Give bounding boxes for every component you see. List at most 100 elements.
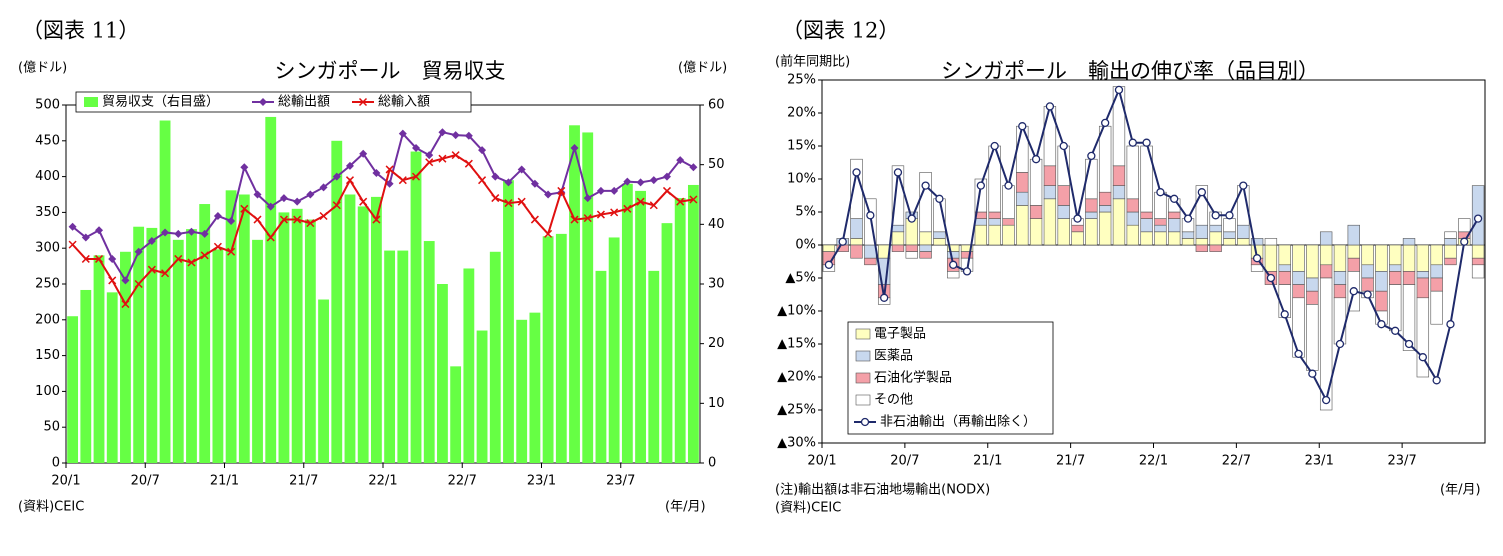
- bar: [146, 227, 158, 463]
- bar-segment: [1016, 125, 1029, 173]
- bar: [120, 251, 131, 463]
- line-marker: [279, 194, 288, 203]
- bar-segment: [1389, 271, 1402, 285]
- bar: [635, 190, 646, 464]
- y2-tick-label: 20: [708, 336, 725, 351]
- bar: [318, 299, 329, 463]
- line-marker: [95, 226, 104, 235]
- bar-segment: [919, 251, 932, 259]
- bar-segment: [1098, 125, 1112, 193]
- line-marker: [610, 208, 619, 217]
- x-tick-label: 20/1: [807, 454, 836, 469]
- bar-segment: [1126, 198, 1139, 213]
- line-marker: [880, 293, 889, 302]
- bar-segment: [1319, 277, 1333, 411]
- line-marker: [517, 197, 526, 206]
- bar-segment: [1361, 244, 1374, 266]
- x-tick-label: 21/7: [1056, 454, 1085, 469]
- line-marker: [200, 251, 209, 260]
- line-marker: [1446, 320, 1455, 329]
- source: (資料)CEIC: [18, 500, 84, 515]
- y-tick-label: 0: [52, 456, 60, 471]
- bar-segment: [1375, 290, 1388, 312]
- bar-segment: [1264, 238, 1278, 246]
- line-marker: [306, 219, 315, 228]
- line-marker: [319, 211, 328, 221]
- bar-segment: [1098, 205, 1112, 213]
- bar-segment: [1471, 264, 1485, 279]
- bar-segment: [974, 218, 988, 226]
- line-marker: [1377, 320, 1386, 329]
- bar-segment: [1402, 284, 1416, 351]
- bar-segment: [1347, 224, 1360, 246]
- line-marker: [636, 197, 645, 206]
- x-tick-label: 23/1: [1305, 454, 1334, 469]
- bar-segment: [1319, 231, 1333, 246]
- bar: [344, 194, 356, 463]
- line-marker: [293, 215, 302, 224]
- bar-segment: [1057, 205, 1070, 219]
- bar-segment: [1140, 218, 1153, 233]
- line-marker: [962, 267, 972, 276]
- bar-segment: [1347, 244, 1360, 259]
- line-marker: [451, 151, 460, 160]
- line-marker: [451, 131, 460, 140]
- bar-segment: [864, 244, 877, 259]
- line-marker: [253, 215, 262, 224]
- bar-segment: [960, 251, 974, 259]
- bar-segment: [919, 172, 932, 233]
- bar-segment: [1002, 224, 1015, 246]
- bar-segment: [1085, 218, 1098, 246]
- bar: [595, 270, 607, 463]
- line-marker: [68, 240, 77, 249]
- bar-segment: [1306, 244, 1319, 279]
- line-marker: [372, 215, 381, 224]
- bar: [489, 251, 501, 463]
- y-tick-label: ▲15%: [777, 337, 816, 352]
- line-marker: [359, 197, 368, 206]
- y-tick-label: 350: [35, 205, 60, 220]
- source: (資料)CEIC: [775, 501, 841, 516]
- y2-tick-label: 0: [708, 456, 716, 471]
- bar-segment: [1195, 238, 1209, 246]
- line-marker: [1335, 339, 1345, 349]
- x-tick-label: 20/1: [51, 474, 80, 489]
- bar: [304, 219, 316, 463]
- bar: [199, 204, 211, 463]
- line-marker: [530, 215, 539, 224]
- y-tick-label: 15%: [787, 139, 816, 154]
- line-marker: [866, 211, 875, 220]
- bar: [291, 208, 303, 463]
- line-marker: [81, 254, 90, 263]
- line-marker: [1266, 273, 1276, 283]
- line-marker: [1252, 254, 1262, 263]
- bar: [159, 120, 171, 463]
- bar-segment: [1168, 211, 1181, 219]
- line-marker: [1211, 211, 1220, 220]
- y-tick-label: 10%: [787, 172, 816, 187]
- line-marker: [398, 176, 407, 185]
- bar: [687, 184, 699, 463]
- bar-segment: [1361, 277, 1374, 292]
- line-marker: [345, 161, 354, 170]
- line-marker: [557, 186, 566, 195]
- line-marker: [121, 276, 130, 285]
- bar: [463, 268, 475, 463]
- line-marker: [438, 154, 447, 163]
- bar-segment: [1029, 205, 1043, 219]
- legend-label: 総輸出額: [278, 95, 330, 110]
- bar-segment: [1306, 290, 1319, 305]
- line-marker: [990, 141, 999, 151]
- line-marker: [1170, 194, 1179, 203]
- line-marker: [161, 228, 170, 237]
- x-tick-label: 22/1: [368, 474, 397, 489]
- line-marker: [1073, 214, 1082, 223]
- line-marker: [976, 181, 985, 190]
- bar-segment: [1154, 231, 1167, 246]
- bar: [278, 212, 290, 463]
- line-marker: [1142, 138, 1151, 147]
- line-marker: [1004, 181, 1013, 190]
- bar-segment: [891, 224, 905, 233]
- line-marker: [187, 258, 196, 267]
